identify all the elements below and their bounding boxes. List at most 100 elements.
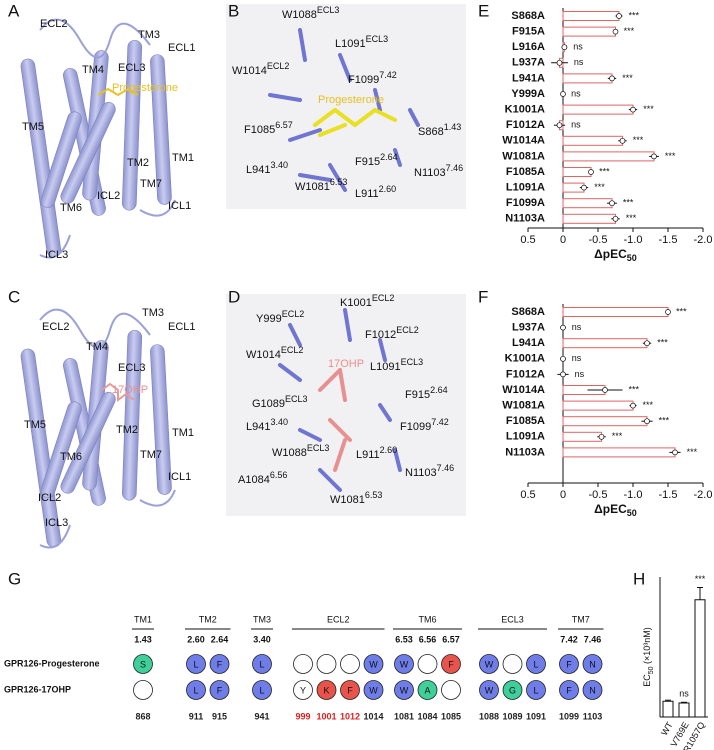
residue-name: L911 [355, 188, 379, 200]
residue-circle [417, 680, 438, 700]
position-label: 6.57 [442, 634, 460, 644]
significance: ns [574, 57, 584, 67]
side-chain [333, 438, 347, 472]
residue-label: N11037.46 [405, 463, 454, 479]
residue-name: W1014 [246, 349, 281, 361]
residue-name: F915 [405, 389, 430, 401]
group-label: ECL2 [327, 614, 350, 624]
residue-label: L9112.60 [356, 445, 397, 461]
side-chain [378, 338, 387, 362]
residue-name: F915 [355, 156, 380, 168]
y-axis-label-sub: 50 [648, 666, 655, 674]
bar [562, 338, 648, 349]
replicate-dot [672, 449, 678, 456]
structure-label: Progesterone [112, 82, 178, 94]
side-chain [298, 428, 322, 442]
residue-name: G1089 [252, 398, 285, 410]
replicate-dot [609, 75, 615, 82]
residue-name: W1088 [272, 447, 307, 459]
side-chain [378, 403, 392, 422]
significance: ns [572, 353, 582, 363]
residue-superscript: 3.40 [270, 417, 288, 427]
residue-superscript: 2.60 [380, 445, 398, 455]
structure-label: TM4 [82, 64, 104, 76]
residue-label: F10997.42 [348, 70, 397, 86]
y-tick-label: L937A [512, 57, 545, 69]
replicate-dot [560, 91, 566, 97]
x-axis-label-main: ΔpEC [594, 247, 627, 261]
helix [150, 344, 172, 495]
bar [562, 135, 623, 146]
pocket-background [226, 294, 466, 516]
significance: *** [643, 400, 654, 410]
bar [562, 431, 602, 442]
residue-circle [209, 680, 230, 700]
panel-letter: B [228, 1, 239, 20]
residue-name: N1103 [405, 467, 437, 479]
residue-letter: F [448, 659, 454, 669]
residue-circle [559, 654, 579, 674]
x-tick-label: -1.5 [659, 489, 678, 501]
residue-superscript: ECL2 [396, 325, 419, 335]
residue-circle [340, 654, 360, 674]
x-tick-label: -1.5 [659, 234, 678, 246]
structure-label: TM3 [138, 29, 160, 41]
structure-label: TM7 [140, 178, 162, 190]
side-chain [313, 108, 337, 127]
y-tick-label: L941A [512, 337, 545, 349]
position-label: 2.60 [187, 634, 205, 644]
x-tick-label: 0.5 [520, 234, 535, 246]
residue-superscript: ECL3 [401, 357, 424, 367]
residue-circle [479, 654, 499, 674]
replicate-dot [602, 387, 608, 393]
residue-letter: S [140, 659, 146, 669]
residue-label: A10846.56 [238, 470, 287, 486]
group-label: TM6 [419, 614, 437, 624]
position-label: 1.43 [134, 634, 152, 644]
group-label: TM1 [134, 614, 152, 624]
structure-label: 17OHP [112, 384, 148, 396]
residue-label: W10816.53 [330, 490, 382, 506]
residue-number: 1103 [583, 711, 603, 721]
significance: *** [612, 431, 623, 441]
residue-letter: W [400, 659, 409, 669]
residue-label: N11037.46 [414, 163, 463, 179]
residue-name: F1099 [400, 421, 431, 433]
significance: ns [679, 689, 689, 699]
x-axis-label-main: ΔpEC [594, 502, 627, 516]
side-chain [373, 108, 397, 122]
replicate-dot [612, 28, 619, 35]
residue-letter: W [485, 659, 494, 669]
structure-label: ECL2 [40, 18, 68, 30]
residue-letter: W [400, 685, 409, 695]
y-tick-label: L916A [512, 41, 545, 53]
residue-number: 1099 [559, 711, 579, 721]
significance: *** [695, 574, 706, 584]
residue-letter: Y [300, 685, 306, 695]
y-tick-label: Y999A [511, 88, 545, 100]
residue-label: S8681.43 [418, 122, 461, 138]
helix [60, 102, 116, 204]
position-label: 3.40 [253, 634, 271, 644]
bar [562, 11, 620, 21]
residue-label: W1088ECL3 [282, 5, 339, 21]
residue-label: W10816.53 [295, 177, 347, 193]
x-axis-label: ΔpEC50 [594, 502, 637, 518]
x-tick-label: 0 [560, 234, 566, 246]
residue-label: W1014ECL2 [232, 61, 289, 77]
residue-number: 1081 [394, 711, 414, 721]
significance: *** [657, 338, 668, 348]
helix [150, 54, 172, 205]
structure-label: ECL2 [42, 321, 70, 333]
residue-superscript: 6.53 [365, 490, 383, 500]
residue-circle [363, 680, 384, 700]
y-tick-label: F915A [512, 26, 545, 38]
residue-letter: F [566, 685, 572, 695]
replicate-dot [561, 44, 568, 51]
y-tick-label: N1103A [505, 213, 545, 225]
residue-letter: W [485, 685, 494, 695]
residue-superscript: 7.46 [437, 463, 455, 473]
panel-letter: C [8, 287, 20, 306]
replicate-dot [630, 106, 636, 113]
y-tick-label: F1012A [506, 368, 545, 380]
